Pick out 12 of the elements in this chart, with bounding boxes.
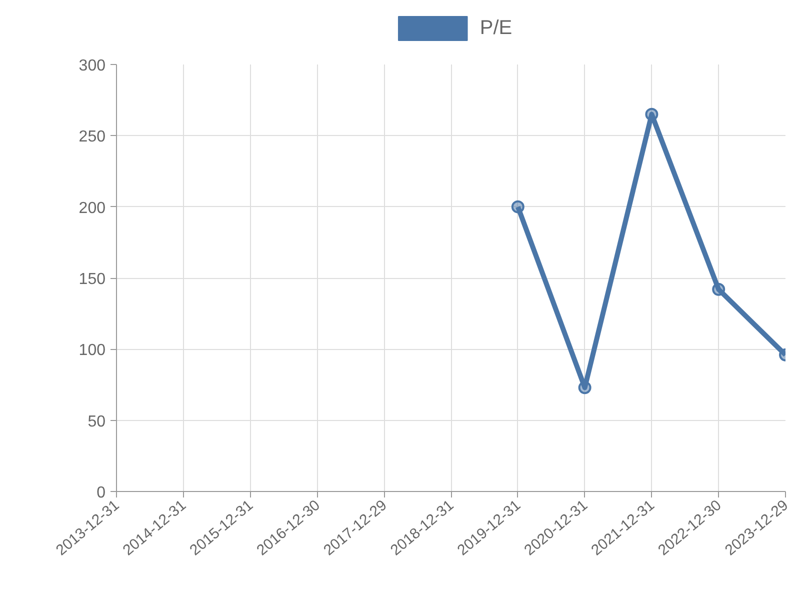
y-tick-label: 150 [78, 271, 106, 288]
y-tick-label: 250 [78, 128, 106, 146]
y-tick-label: 300 [78, 58, 106, 74]
point [578, 381, 592, 394]
y-tick-label: 100 [78, 342, 106, 360]
point [712, 282, 726, 296]
y-tick-label: 0 [96, 484, 106, 502]
legend-label: P/E [480, 16, 512, 40]
point [645, 108, 658, 121]
y-tick-label: 50 [88, 413, 106, 430]
point [511, 200, 524, 214]
y-tick-label: 200 [78, 200, 106, 217]
